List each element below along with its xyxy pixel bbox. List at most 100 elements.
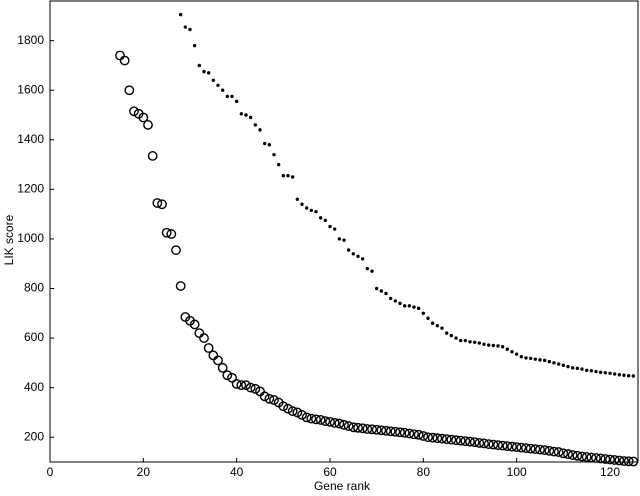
- point: [325, 416, 335, 427]
- point: [287, 406, 298, 417]
- x-tick-label: 120: [600, 465, 620, 479]
- point: [217, 362, 228, 373]
- point: [306, 413, 317, 424]
- point: [586, 452, 597, 463]
- point: [337, 237, 342, 241]
- y-tick-label: 1200: [17, 182, 44, 196]
- point: [138, 112, 149, 123]
- point: [553, 447, 564, 457]
- point: [539, 445, 550, 456]
- point: [276, 162, 281, 167]
- point: [493, 440, 503, 451]
- point: [227, 372, 237, 383]
- point: [463, 338, 468, 343]
- point: [404, 428, 415, 439]
- point: [623, 456, 634, 467]
- point: [370, 269, 374, 273]
- y-tick-label: 1000: [17, 231, 44, 245]
- point: [258, 128, 262, 132]
- x-axis-label: Gene rank: [314, 479, 371, 493]
- point: [552, 361, 556, 365]
- point: [435, 323, 440, 328]
- point: [538, 358, 542, 362]
- point: [342, 238, 346, 242]
- point: [535, 444, 545, 455]
- point: [603, 371, 608, 375]
- point: [334, 418, 345, 429]
- point: [208, 350, 219, 361]
- point: [192, 43, 197, 48]
- point: [511, 442, 522, 453]
- point: [356, 254, 360, 258]
- point: [348, 422, 359, 433]
- point: [563, 449, 573, 459]
- point: [295, 197, 300, 201]
- point: [362, 424, 373, 434]
- point: [628, 456, 639, 467]
- point: [594, 369, 598, 374]
- point: [119, 55, 130, 66]
- point: [323, 218, 328, 223]
- point: [423, 432, 433, 443]
- point: [465, 436, 475, 447]
- point: [427, 432, 438, 443]
- point: [315, 414, 326, 425]
- point: [143, 120, 153, 130]
- x-tick-label: 60: [323, 465, 337, 479]
- point: [161, 227, 172, 238]
- point: [595, 453, 606, 464]
- x-tick-label: 20: [137, 465, 151, 479]
- point: [213, 355, 223, 366]
- point: [329, 417, 340, 428]
- point: [612, 372, 617, 376]
- point: [525, 443, 536, 454]
- point: [301, 412, 312, 423]
- point: [454, 336, 458, 340]
- point: [351, 252, 356, 256]
- x-tick-label: 100: [507, 465, 527, 479]
- point: [194, 328, 205, 339]
- point: [166, 229, 177, 239]
- point: [216, 83, 220, 87]
- point: [402, 304, 407, 308]
- point: [497, 440, 508, 451]
- point: [339, 419, 349, 430]
- point: [175, 281, 186, 291]
- point: [343, 421, 354, 431]
- point: [432, 433, 443, 444]
- point: [451, 435, 461, 446]
- point: [468, 340, 472, 344]
- point: [286, 174, 290, 178]
- point: [516, 442, 527, 453]
- point: [262, 141, 267, 146]
- point: [253, 123, 258, 127]
- point: [250, 383, 261, 394]
- point: [178, 12, 183, 17]
- point: [202, 69, 206, 74]
- point: [245, 382, 256, 393]
- point: [152, 198, 163, 208]
- point: [549, 446, 559, 457]
- point: [591, 453, 601, 463]
- point: [486, 343, 491, 347]
- point: [598, 370, 603, 374]
- point: [474, 438, 485, 448]
- point: [360, 257, 365, 261]
- point: [542, 358, 547, 363]
- point: [430, 321, 435, 325]
- point: [608, 371, 612, 375]
- point: [460, 436, 471, 447]
- point: [374, 286, 379, 291]
- point: [533, 357, 538, 361]
- point: [584, 368, 589, 372]
- point: [379, 289, 384, 293]
- point: [297, 410, 307, 420]
- point: [488, 439, 499, 450]
- point: [346, 248, 351, 252]
- point: [225, 94, 230, 99]
- point: [311, 414, 321, 425]
- point: [437, 433, 447, 444]
- x-tick-label: 40: [230, 465, 244, 479]
- point: [390, 426, 401, 437]
- y-tick-label: 1600: [17, 82, 44, 96]
